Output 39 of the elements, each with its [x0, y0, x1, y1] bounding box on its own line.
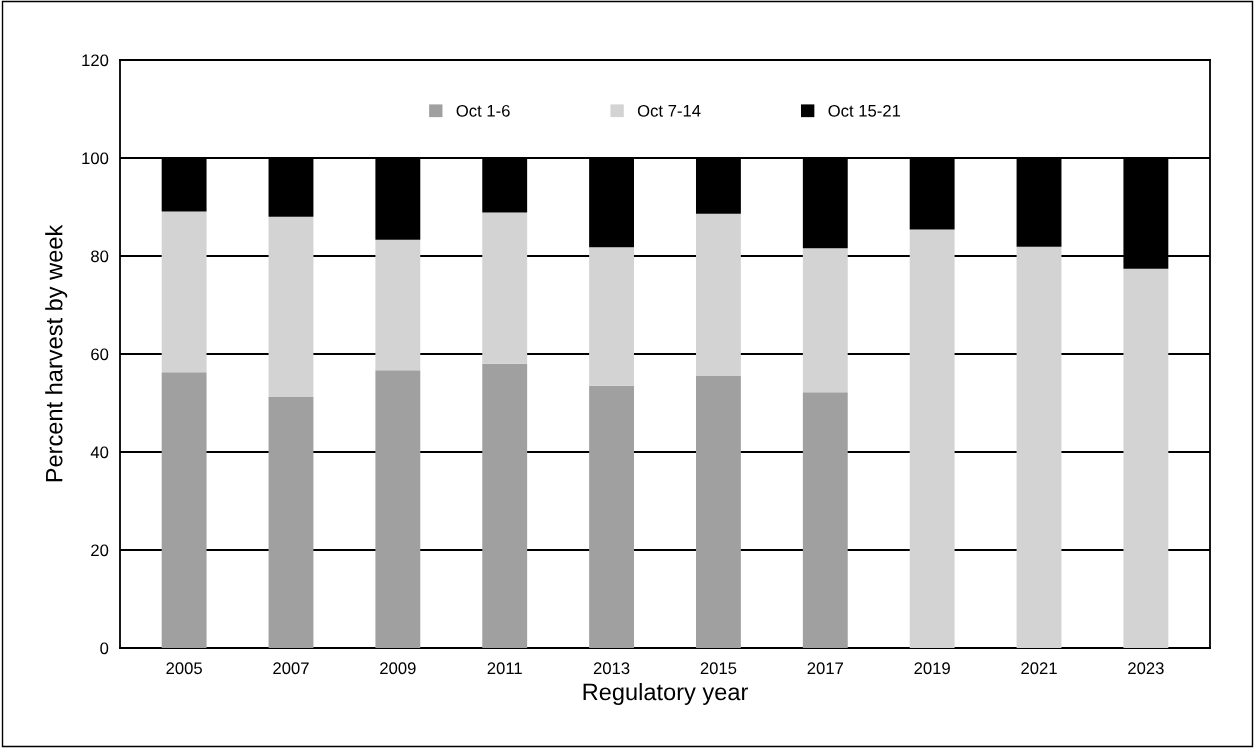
bar [695, 376, 741, 648]
x-tick-label: 2017 [807, 662, 843, 675]
bar [268, 397, 314, 648]
bar [482, 363, 528, 648]
x-tick-label: 2013 [593, 662, 630, 675]
y-tick-label: 100 [82, 152, 109, 165]
x-tick-label: 2009 [380, 662, 416, 675]
bar [482, 212, 528, 364]
x-tick-label: 2005 [166, 662, 202, 675]
bar [375, 239, 421, 371]
y-tick-label: 40 [90, 446, 109, 459]
bar [1016, 246, 1062, 648]
bar [695, 213, 741, 377]
bar [909, 229, 955, 648]
bar [161, 372, 207, 648]
legend-label: Oct 7-14 [637, 104, 701, 117]
x-tick-label: 2015 [700, 662, 737, 675]
bar [1123, 268, 1169, 648]
bar [268, 216, 314, 398]
legend-label: Oct 15-21 [828, 104, 901, 117]
y-tick-label: 80 [91, 250, 109, 263]
x-tick-label: 2023 [1128, 662, 1164, 675]
x-tick-label: 2021 [1021, 662, 1057, 675]
x-tick-label: 2011 [487, 662, 522, 675]
x-axis-title: Regulatory year [583, 682, 748, 705]
bar [802, 392, 848, 648]
bar [375, 370, 421, 648]
legend-label: Oct 1-6 [456, 104, 510, 117]
bar [589, 385, 635, 648]
x-tick-label: 2019 [914, 662, 950, 675]
bar [802, 248, 848, 393]
y-tick-label: 120 [82, 54, 109, 67]
bar [589, 247, 635, 386]
y-axis-title: Percent harvest by week [45, 224, 68, 482]
x-tick-label: 2007 [273, 662, 309, 675]
y-tick-label: 60 [91, 348, 109, 361]
y-tick-label: 0 [100, 642, 109, 655]
bar [161, 211, 207, 373]
y-tick-label: 20 [91, 544, 109, 557]
